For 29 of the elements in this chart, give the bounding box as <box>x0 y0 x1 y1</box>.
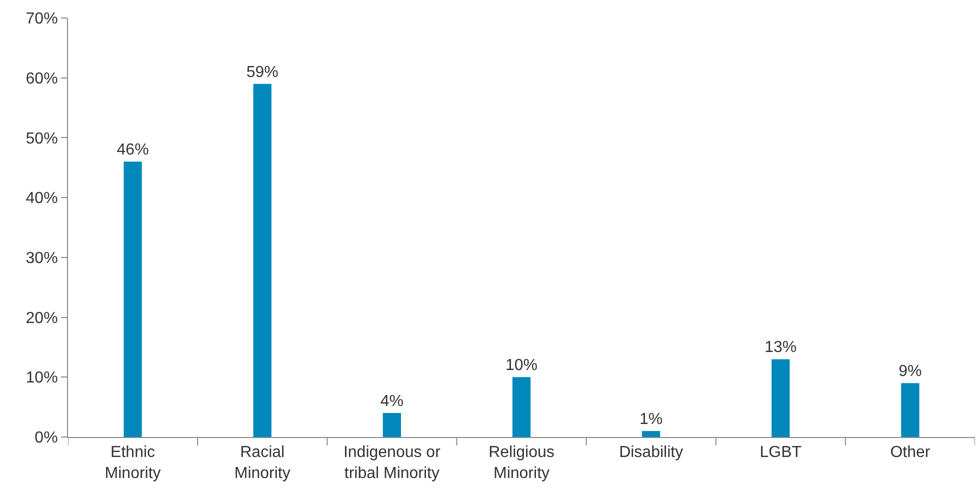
x-tick-label: Indigenous or tribal Minority <box>343 444 442 482</box>
y-tick-label: 0% <box>34 430 58 447</box>
bar <box>772 359 790 437</box>
y-tick-label: 10% <box>26 370 58 387</box>
x-tick-label: Ethnic Minority <box>104 444 161 482</box>
bar <box>124 162 142 437</box>
x-tick-label: Racial Minority <box>234 444 290 482</box>
bar <box>642 431 660 437</box>
data-label: 59% <box>246 64 278 81</box>
y-tick-label: 40% <box>26 190 58 208</box>
bar <box>901 383 920 437</box>
y-tick-label: 20% <box>26 310 58 327</box>
data-label: 10% <box>505 357 538 374</box>
data-label: 9% <box>898 363 922 380</box>
x-tick-label: Other <box>890 444 931 462</box>
y-tick-label: 60% <box>26 70 58 88</box>
y-tick-label: 30% <box>26 250 58 268</box>
x-tick-label: Disability <box>619 444 684 462</box>
bar <box>382 413 401 437</box>
data-label: 4% <box>380 393 404 410</box>
data-label: 13% <box>764 339 797 356</box>
bar <box>253 84 272 437</box>
x-tick-label: Religious Minority <box>488 444 554 482</box>
bar <box>512 377 531 437</box>
x-tick-label: LGBT <box>760 444 802 462</box>
data-label: 1% <box>640 411 663 428</box>
y-tick-label: 50% <box>26 130 58 148</box>
data-label: 46% <box>116 142 149 159</box>
y-tick-label: 70% <box>26 10 58 28</box>
